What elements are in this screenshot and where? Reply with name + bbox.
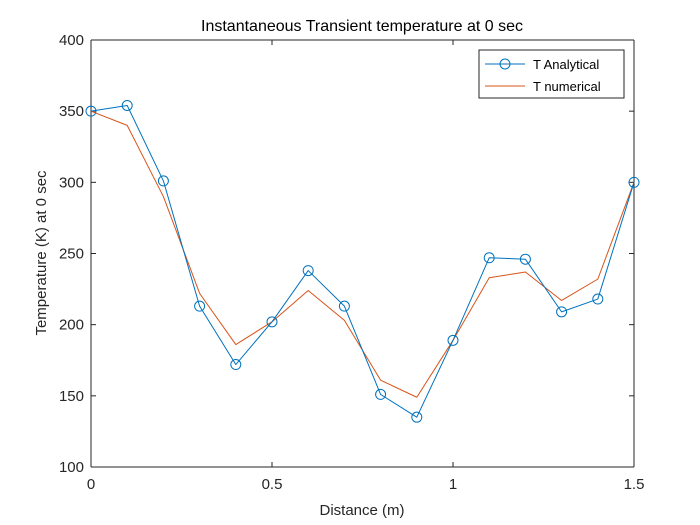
data-point-analytical: [157, 175, 169, 187]
data-point-analytical: [338, 300, 350, 312]
y-tick-label: 200: [59, 317, 84, 334]
legend-numerical-label: T numerical: [533, 79, 601, 94]
chart-title: Instantaneous Transient temperature at 0…: [201, 18, 523, 35]
data-point-analytical: [375, 388, 387, 400]
data-point-analytical: [85, 105, 97, 117]
plot-area: [90, 39, 635, 468]
data-point-analytical: [628, 176, 640, 188]
series-layer: [85, 99, 640, 423]
y-tick-label: 100: [59, 459, 84, 476]
y-tick-label: 400: [59, 32, 84, 49]
legend-analytical-marker: [499, 58, 511, 70]
data-point-analytical: [230, 359, 242, 371]
y-tick-label: 350: [59, 103, 84, 120]
x-tick-label: 1.5: [624, 476, 645, 493]
data-point-analytical: [121, 99, 133, 111]
legend-analytical-label: T Analytical: [533, 57, 599, 72]
data-point-analytical: [447, 334, 459, 346]
series-line-analytical: [90, 104, 635, 418]
y-axis-label: Temperature (K) at 0 sec: [33, 170, 50, 336]
data-point-analytical: [556, 306, 568, 318]
plot-area-background: [91, 40, 634, 467]
x-axis-ticks: 0 0.5 1 1.5: [87, 40, 645, 493]
data-point-analytical: [194, 300, 206, 312]
data-point-analytical: [411, 411, 423, 423]
x-tick-label: 1: [449, 476, 457, 493]
y-tick-label: 250: [59, 246, 84, 263]
y-tick-label: 300: [59, 174, 84, 191]
data-point-analytical: [266, 316, 278, 328]
y-axis-ticks: 100 150 200 250 300 350 400: [59, 32, 634, 476]
x-axis-label: Distance (m): [319, 502, 404, 519]
data-point-analytical: [519, 253, 531, 265]
x-tick-label: 0.5: [262, 476, 283, 493]
x-tick-label: 0: [87, 476, 95, 493]
legend-box: [478, 49, 625, 99]
legend: T Analytical T numerical: [478, 49, 625, 99]
data-point-analytical: [483, 252, 495, 264]
data-point-analytical: [592, 293, 604, 305]
data-point-analytical: [302, 265, 314, 277]
y-tick-label: 150: [59, 388, 84, 405]
